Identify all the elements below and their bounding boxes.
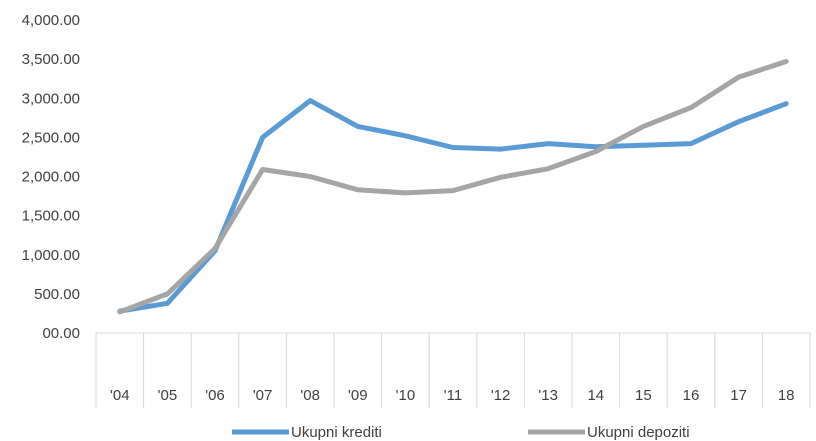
axis-layer: 00.00 500.00 1,000.00 1,500.00 2,000.00 2,500… — [22, 12, 811, 408]
data-point — [689, 141, 694, 146]
legend: Ukupni krediti Ukupni depoziti — [232, 424, 690, 441]
data-point — [689, 105, 694, 110]
data-point — [260, 135, 265, 140]
x-tick-label: '13 — [538, 387, 558, 404]
data-point — [308, 98, 313, 103]
series-layer — [117, 59, 789, 315]
y-tick-label: 1,500.00 — [22, 208, 80, 225]
data-point — [403, 190, 408, 195]
legend-label: Ukupni depoziti — [587, 424, 690, 441]
y-tick-label: 1,000.00 — [22, 247, 80, 264]
data-point — [403, 133, 408, 138]
x-tick-label: 18 — [778, 387, 795, 404]
data-point — [546, 141, 551, 146]
data-point — [593, 149, 598, 154]
data-point — [260, 167, 265, 172]
data-point — [117, 309, 122, 314]
data-point — [451, 188, 456, 193]
y-tick-label: 500.00 — [34, 286, 80, 303]
data-point — [498, 175, 503, 180]
data-point — [355, 124, 360, 129]
y-tick-label: 00.00 — [42, 325, 80, 342]
x-tick-label: '08 — [300, 387, 320, 404]
x-tick-label: 17 — [730, 387, 747, 404]
series-2 — [117, 59, 789, 315]
x-tick-label: 15 — [635, 387, 652, 404]
x-tick-label: '07 — [253, 387, 273, 404]
x-tick-label: '12 — [491, 387, 511, 404]
x-tick-label: '11 — [444, 387, 462, 404]
x-tick-label: '09 — [348, 387, 368, 404]
data-point — [355, 187, 360, 192]
data-point — [546, 166, 551, 171]
series-line — [117, 98, 789, 314]
data-point — [736, 75, 741, 80]
data-point — [165, 301, 170, 306]
data-point — [784, 59, 789, 64]
legend-item: Ukupni depoziti — [528, 424, 690, 441]
x-tick-label: '10 — [396, 387, 416, 404]
y-tick-label: 3,500.00 — [22, 51, 80, 68]
legend-label: Ukupni krediti — [291, 424, 382, 441]
data-point — [451, 145, 456, 150]
x-tick-label: 16 — [683, 387, 700, 404]
y-tick-label: 3,000.00 — [22, 90, 80, 107]
y-tick-label: 2,000.00 — [22, 169, 80, 186]
x-tick-label: '04 — [110, 387, 130, 404]
data-point — [784, 101, 789, 106]
y-tick-label: 4,000.00 — [22, 12, 80, 29]
series-1 — [117, 98, 789, 314]
data-point — [165, 291, 170, 296]
x-tick-label: '05 — [158, 387, 178, 404]
x-tick-label: '06 — [205, 387, 225, 404]
data-point — [641, 124, 646, 129]
data-point — [736, 119, 741, 124]
data-point — [308, 174, 313, 179]
series-line — [117, 59, 789, 315]
y-tick-label: 2,500.00 — [22, 129, 80, 146]
data-point — [213, 246, 218, 251]
legend-item: Ukupni krediti — [232, 424, 382, 441]
data-point — [498, 147, 503, 152]
x-tick-label: 14 — [587, 387, 604, 404]
data-point — [641, 143, 646, 148]
